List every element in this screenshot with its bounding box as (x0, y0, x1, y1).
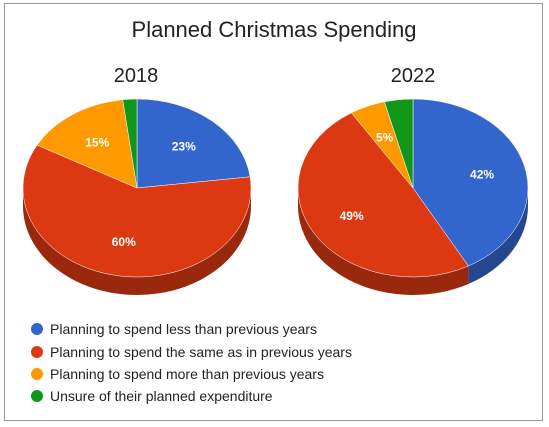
pie-title-2022: 2022 (391, 65, 436, 87)
legend-label-unsure: Unsure of their planned expenditure (50, 388, 273, 404)
pie-2018: 23% 60% 15% 2018 (22, 65, 252, 295)
pie-slice-2018-same (22, 144, 252, 278)
legend-swatch-less (31, 323, 43, 335)
data-label-2018-less: 23% (172, 140, 196, 154)
data-label-2018-more: 15% (85, 135, 109, 149)
pie-side-2018-same (23, 188, 251, 295)
chart-title: Planned Christmas Spending (132, 17, 417, 42)
legend-item-more: Planning to spend more than previous yea… (31, 366, 324, 382)
legend-item-same: Planning to spend the same as in previou… (31, 344, 352, 360)
data-label-2022-same: 49% (340, 209, 364, 223)
pie-title-2018: 2018 (114, 65, 159, 87)
pie-side-2022-less (468, 188, 528, 284)
pie-slice-2018-more (36, 99, 138, 189)
pie-sides-2022 (298, 188, 528, 295)
legend-item-unsure: Unsure of their planned expenditure (31, 388, 273, 404)
pie-slice-2018-unsure (122, 98, 138, 189)
legend-label-less: Planning to spend less than previous yea… (50, 321, 317, 337)
legend-swatch-same (31, 346, 43, 358)
pie-slice-2022-same (297, 112, 469, 278)
pie-sides-2018 (23, 188, 251, 295)
legend-swatch-more (31, 368, 43, 380)
legend-label-same: Planning to spend the same as in previou… (50, 344, 352, 360)
data-label-2018-same: 60% (112, 235, 136, 249)
pie-2022: 42% 49% 5% 2022 (297, 65, 529, 295)
pie-side-2022-same (298, 188, 469, 295)
legend-item-less: Planning to spend less than previous yea… (31, 321, 317, 337)
pie-slice-2018-less (136, 98, 251, 189)
pie-slice-2022-less (412, 98, 529, 267)
legend-label-more: Planning to spend more than previous yea… (50, 366, 324, 382)
legend-swatch-unsure (31, 390, 43, 402)
data-label-2022-more: 5% (376, 130, 394, 144)
legend: Planning to spend less than previous yea… (31, 321, 352, 404)
data-label-2022-less: 42% (470, 167, 494, 181)
pie-slice-2022-unsure (384, 98, 414, 189)
